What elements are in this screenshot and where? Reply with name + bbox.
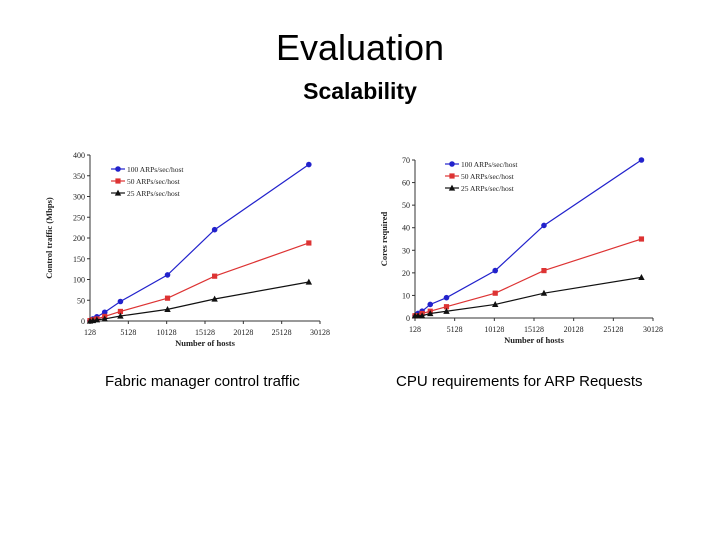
y-tick-label: 30 [402, 246, 410, 255]
data-point [427, 310, 434, 317]
legend-label: 50 ARPs/sec/host [127, 177, 181, 186]
x-tick-label: 15128 [195, 328, 215, 337]
data-point [427, 301, 434, 308]
y-tick-label: 50 [77, 296, 85, 305]
y-tick-label: 400 [73, 151, 85, 160]
y-tick-label: 20 [402, 269, 410, 278]
legend-marker [449, 173, 455, 179]
x-tick-label: 5128 [120, 328, 136, 337]
cores-required-chart: 0 10 20 30 40 50 60 70 128 5128 10128 15128 20128 251… [379, 156, 663, 345]
y-tick-label: 350 [73, 172, 85, 181]
y-tick-label: 250 [73, 213, 85, 222]
x-tick-label: 128 [84, 328, 96, 337]
x-axis-label: Number of hosts [175, 338, 236, 348]
data-point [492, 301, 499, 308]
x-axis-label: Number of hosts [504, 335, 565, 345]
legend-label: 100 ARPs/sec/host [461, 160, 518, 169]
y-tick-label: 100 [73, 276, 85, 285]
y-tick-label: 70 [402, 156, 410, 165]
data-point [443, 294, 450, 301]
y-tick-label: 60 [402, 179, 410, 188]
legend-marker [449, 161, 455, 167]
y-tick-label: 150 [73, 255, 85, 264]
data-point [305, 278, 313, 285]
data-point [306, 161, 312, 168]
x-tick-label: 30128 [310, 328, 330, 337]
x-tick-label: 30128 [643, 325, 663, 334]
x-tick-label: 5128 [447, 325, 463, 334]
y-axis-label: Control traffic (Mbps) [44, 197, 54, 279]
data-point [638, 157, 645, 163]
y-tick-label: 50 [402, 201, 410, 210]
x-tick-label: 128 [409, 325, 421, 334]
y-tick-label: 10 [402, 291, 410, 300]
data-point [414, 312, 422, 319]
data-point [306, 240, 312, 246]
y-axis-label: Cores required [379, 211, 389, 266]
x-tick-label: 15128 [524, 325, 544, 334]
control-traffic-chart: 0 50 100 150 200 250 300 350 400 128 5128 10128 1512… [44, 151, 330, 348]
data-point [638, 236, 645, 242]
data-point [541, 268, 547, 274]
x-tick-label: 25128 [603, 325, 623, 334]
data-point [117, 312, 124, 319]
legend-marker [114, 189, 122, 196]
legend-marker [115, 178, 121, 184]
data-point [638, 273, 645, 280]
data-point [540, 289, 548, 296]
data-point [117, 308, 124, 315]
legend-marker [448, 184, 456, 191]
y-tick-label: 40 [402, 224, 410, 233]
data-point [541, 222, 547, 229]
caption-cpu-requirements: CPU requirements for ARP Requests [396, 373, 643, 390]
legend-label: 50 ARPs/sec/host [461, 172, 515, 181]
data-point [418, 312, 426, 319]
x-tick-label: 20128 [564, 325, 584, 334]
series-line-1 [89, 164, 310, 322]
y-tick-label: 200 [73, 234, 85, 243]
x-tick-label: 10128 [484, 325, 504, 334]
y-tick-label: 0 [406, 314, 410, 323]
data-point [101, 309, 108, 316]
legend-label: 25 ARPs/sec/host [127, 189, 181, 198]
data-point [164, 295, 171, 301]
slide-title: Evaluation [275, 27, 445, 68]
series-line-1 [414, 159, 642, 317]
data-point [93, 316, 101, 323]
legend-label: 25 ARPs/sec/host [461, 184, 515, 193]
data-point [212, 273, 218, 279]
caption-control-traffic: Fabric manager control traffic [105, 373, 300, 390]
data-point [211, 295, 218, 302]
data-point [443, 304, 450, 310]
y-tick-label: 0 [81, 317, 85, 326]
data-point [492, 267, 499, 274]
y-tick-label: 300 [73, 193, 85, 202]
slide-subtitle: Scalability [303, 78, 417, 104]
legend-label: 100 ARPs/sec/host [127, 165, 184, 174]
data-point [117, 298, 124, 305]
x-tick-label: 25128 [272, 328, 292, 337]
legend-marker [115, 166, 121, 172]
data-point [101, 315, 108, 322]
data-point [443, 307, 450, 314]
data-point [164, 272, 171, 278]
data-point [164, 305, 171, 312]
data-point [211, 226, 218, 233]
x-tick-label: 10128 [157, 328, 177, 337]
data-point [492, 290, 498, 296]
x-tick-label: 20128 [233, 328, 253, 337]
